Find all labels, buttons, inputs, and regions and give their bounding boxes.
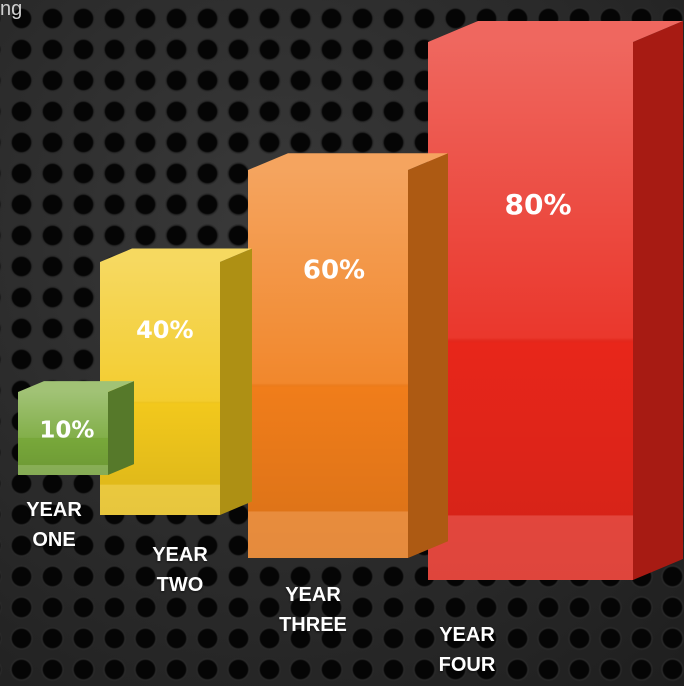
bar-base-glow — [428, 515, 633, 580]
bar-side-face — [408, 153, 448, 558]
bar-side-face — [633, 21, 683, 580]
bar-value-label: 40% — [136, 316, 193, 344]
bar-top-face — [248, 153, 448, 170]
bar-gloss — [248, 170, 408, 558]
bar-gloss — [18, 392, 108, 475]
bar-side-face — [108, 381, 134, 475]
category-label-line: YEAR — [26, 499, 82, 521]
category-label-line: YEAR — [285, 584, 341, 606]
category-label-line: YEAR — [439, 624, 495, 646]
category-label-line: ONE — [32, 529, 76, 551]
category-label-line: TWO — [156, 574, 204, 596]
bar-value-label: 60% — [303, 256, 365, 286]
partial-caption-text: ng — [0, 0, 23, 20]
category-label-line: THREE — [279, 614, 347, 636]
category-label: YEAR TWO — [120, 540, 240, 600]
category-label: YEAR THREE — [253, 580, 373, 640]
bar-base-glow — [18, 465, 108, 475]
category-label-line: YEAR — [152, 544, 208, 566]
bar-top-face — [428, 21, 683, 42]
bar-value-label: 80% — [504, 188, 571, 221]
category-label: YEAR ONE — [0, 495, 114, 555]
bar-4: 80% — [428, 21, 683, 580]
category-label: YEAR FOUR — [407, 620, 527, 680]
bar-top-face — [100, 248, 252, 262]
bar-3: 60% — [248, 153, 448, 558]
bar-base-glow — [248, 511, 408, 558]
bar-base-glow — [100, 484, 220, 515]
bar-top-face — [18, 381, 134, 392]
bar-gloss — [428, 42, 633, 580]
bar-1: 10% — [18, 381, 134, 475]
category-label-line: FOUR — [438, 654, 496, 676]
bar-side-face — [220, 248, 252, 515]
bar-value-label: 10% — [39, 418, 94, 444]
